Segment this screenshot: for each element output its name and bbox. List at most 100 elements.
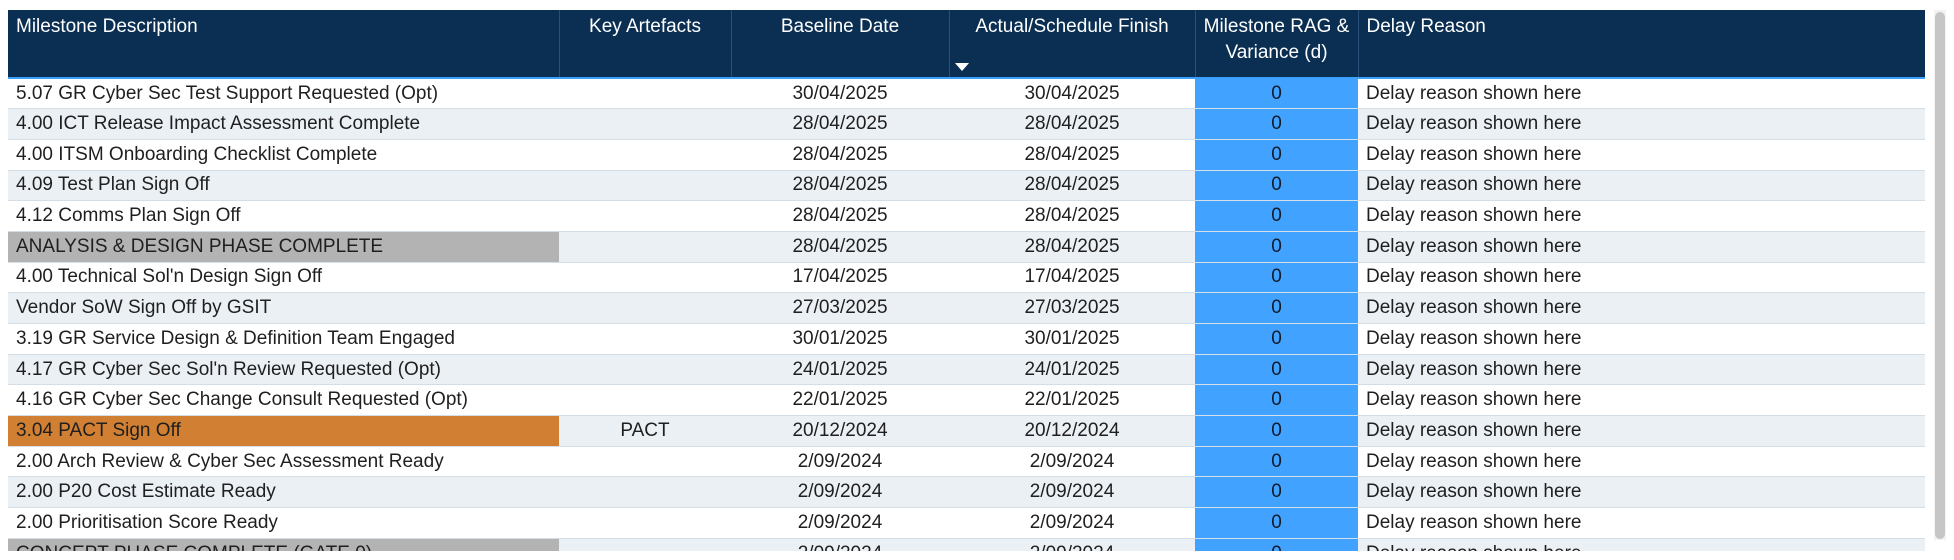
scrollbar-thumb[interactable] bbox=[1935, 12, 1945, 539]
header-artefacts-label: Key Artefacts bbox=[589, 16, 701, 37]
cell-rag-variance: 0 bbox=[1195, 292, 1358, 324]
cell-actual-schedule-finish: 20/12/2024 bbox=[949, 415, 1195, 447]
cell-delay-reason: Delay reason shown here bbox=[1358, 354, 1925, 386]
table-header: Milestone Description Key Artefacts Base… bbox=[8, 10, 1925, 78]
cell-milestone-description: 4.17 GR Cyber Sec Sol'n Review Requested… bbox=[8, 354, 559, 386]
cell-milestone-description: 4.00 ITSM Onboarding Checklist Complete bbox=[8, 139, 559, 171]
cell-rag-variance: 0 bbox=[1195, 78, 1358, 110]
cell-delay-reason: Delay reason shown here bbox=[1358, 446, 1925, 478]
cell-actual-schedule-finish: 28/04/2025 bbox=[949, 108, 1195, 140]
cell-actual-schedule-finish: 2/09/2024 bbox=[949, 476, 1195, 509]
cell-baseline-date: 2/09/2024 bbox=[731, 446, 949, 478]
header-delay-label: Delay Reason bbox=[1366, 16, 1486, 37]
cell-baseline-date: 28/04/2025 bbox=[731, 108, 949, 140]
cell-milestone-description: 3.19 GR Service Design & Definition Team… bbox=[8, 323, 559, 355]
cell-delay-reason: Delay reason shown here bbox=[1358, 476, 1925, 509]
cell-key-artefacts bbox=[559, 200, 731, 232]
cell-milestone-description: 4.00 Technical Sol'n Design Sign Off bbox=[8, 262, 559, 294]
header-baseline-date[interactable]: Baseline Date bbox=[731, 10, 950, 78]
cell-key-artefacts bbox=[559, 354, 731, 386]
cell-delay-reason: Delay reason shown here bbox=[1358, 108, 1925, 140]
table-row[interactable]: Vendor SoW Sign Off by GSIT 27/03/2025 27/… bbox=[8, 292, 1925, 324]
header-delay-reason[interactable]: Delay Reason bbox=[1358, 10, 1925, 78]
milestone-grid: Milestone Description Key Artefacts Base… bbox=[8, 10, 1925, 551]
header-actual-schedule-finish[interactable]: Actual/Schedule Finish bbox=[949, 10, 1196, 78]
cell-key-artefacts bbox=[559, 292, 731, 324]
cell-rag-variance: 0 bbox=[1195, 108, 1358, 140]
milestone-table: Milestone Description Key Artefacts Base… bbox=[8, 10, 1925, 551]
cell-baseline-date: 28/04/2025 bbox=[731, 231, 949, 263]
cell-actual-schedule-finish: 22/01/2025 bbox=[949, 384, 1195, 417]
cell-rag-variance: 0 bbox=[1195, 538, 1358, 551]
cell-baseline-date: 30/01/2025 bbox=[731, 323, 949, 355]
cell-actual-schedule-finish: 28/04/2025 bbox=[949, 170, 1195, 202]
cell-actual-schedule-finish: 2/09/2024 bbox=[949, 507, 1195, 539]
cell-baseline-date: 2/09/2024 bbox=[731, 507, 949, 539]
table-row[interactable]: 4.12 Comms Plan Sign Off 28/04/2025 28/04/… bbox=[8, 200, 1925, 232]
table-row[interactable]: 4.00 ITSM Onboarding Checklist Complete 2… bbox=[8, 139, 1925, 171]
header-key-artefacts[interactable]: Key Artefacts bbox=[559, 10, 732, 78]
header-milestone-label: Milestone Description bbox=[16, 16, 198, 37]
table-row[interactable]: 3.19 GR Service Design & Definition Team… bbox=[8, 323, 1925, 355]
cell-actual-schedule-finish: 28/04/2025 bbox=[949, 231, 1195, 263]
cell-rag-variance: 0 bbox=[1195, 231, 1358, 263]
cell-delay-reason: Delay reason shown here bbox=[1358, 231, 1925, 263]
cell-key-artefacts bbox=[559, 507, 731, 539]
cell-milestone-description: 5.07 GR Cyber Sec Test Support Requested… bbox=[8, 78, 559, 110]
table-row[interactable]: 5.07 GR Cyber Sec Test Support Requested… bbox=[8, 78, 1925, 110]
header-milestone-description[interactable]: Milestone Description bbox=[8, 10, 560, 78]
cell-delay-reason: Delay reason shown here bbox=[1358, 384, 1925, 417]
cell-milestone-description: 4.12 Comms Plan Sign Off bbox=[8, 200, 559, 232]
cell-rag-variance: 0 bbox=[1195, 323, 1358, 355]
cell-delay-reason: Delay reason shown here bbox=[1358, 538, 1925, 551]
cell-actual-schedule-finish: 2/09/2024 bbox=[949, 446, 1195, 478]
table-row[interactable]: 4.00 Technical Sol'n Design Sign Off 17/0… bbox=[8, 262, 1925, 294]
cell-actual-schedule-finish: 28/04/2025 bbox=[949, 139, 1195, 171]
cell-baseline-date: 2/09/2024 bbox=[731, 538, 949, 551]
table-row[interactable]: CONCEPT PHASE COMPLETE (GATE 0) 2/09/2024… bbox=[8, 538, 1925, 551]
cell-actual-schedule-finish: 30/04/2025 bbox=[949, 78, 1195, 110]
cell-delay-reason: Delay reason shown here bbox=[1358, 200, 1925, 232]
cell-key-artefacts bbox=[559, 231, 731, 263]
cell-rag-variance: 0 bbox=[1195, 262, 1358, 294]
table-row[interactable]: 4.17 GR Cyber Sec Sol'n Review Requested… bbox=[8, 354, 1925, 386]
cell-rag-variance: 0 bbox=[1195, 139, 1358, 171]
table-row[interactable]: 2.00 P20 Cost Estimate Ready 2/09/2024 2/0… bbox=[8, 476, 1925, 509]
cell-delay-reason: Delay reason shown here bbox=[1358, 507, 1925, 539]
cell-key-artefacts: PACT bbox=[559, 415, 731, 447]
cell-delay-reason: Delay reason shown here bbox=[1358, 415, 1925, 447]
header-milestone-rag-variance[interactable]: Milestone RAG & Variance (d) bbox=[1195, 10, 1359, 78]
cell-milestone-description: 4.00 ICT Release Impact Assessment Compl… bbox=[8, 108, 559, 140]
cell-key-artefacts bbox=[559, 384, 731, 417]
cell-milestone-description: 2.00 Prioritisation Score Ready bbox=[8, 507, 559, 539]
sort-descending-icon[interactable] bbox=[954, 63, 969, 71]
table-row[interactable]: 2.00 Prioritisation Score Ready 2/09/2024… bbox=[8, 507, 1925, 539]
cell-rag-variance: 0 bbox=[1195, 200, 1358, 232]
table-row[interactable]: 4.16 GR Cyber Sec Change Consult Request… bbox=[8, 384, 1925, 417]
cell-key-artefacts bbox=[559, 323, 731, 355]
table-row[interactable]: 3.04 PACT Sign Off PACT 20/12/2024 20/12/20… bbox=[8, 415, 1925, 447]
cell-milestone-description: 4.09 Test Plan Sign Off bbox=[8, 170, 559, 202]
table-row[interactable]: ANALYSIS & DESIGN PHASE COMPLETE 28/04/20… bbox=[8, 231, 1925, 263]
cell-milestone-description: 2.00 P20 Cost Estimate Ready bbox=[8, 476, 559, 509]
header-actual-label: Actual/Schedule Finish bbox=[975, 16, 1169, 37]
header-variance-label: Milestone RAG & Variance (d) bbox=[1203, 16, 1350, 63]
cell-delay-reason: Delay reason shown here bbox=[1358, 78, 1925, 110]
table-row[interactable]: 4.00 ICT Release Impact Assessment Compl… bbox=[8, 108, 1925, 140]
cell-key-artefacts bbox=[559, 170, 731, 202]
table-row[interactable]: 4.09 Test Plan Sign Off 28/04/2025 28/04/2… bbox=[8, 170, 1925, 202]
cell-key-artefacts bbox=[559, 538, 731, 551]
cell-baseline-date: 28/04/2025 bbox=[731, 170, 949, 202]
table-row[interactable]: 2.00 Arch Review & Cyber Sec Assessment … bbox=[8, 446, 1925, 478]
vertical-scrollbar[interactable] bbox=[1934, 10, 1946, 540]
cell-baseline-date: 27/03/2025 bbox=[731, 292, 949, 324]
cell-key-artefacts bbox=[559, 476, 731, 509]
cell-milestone-description: 3.04 PACT Sign Off bbox=[8, 415, 559, 447]
cell-actual-schedule-finish: 27/03/2025 bbox=[949, 292, 1195, 324]
cell-key-artefacts bbox=[559, 446, 731, 478]
cell-baseline-date: 30/04/2025 bbox=[731, 78, 949, 110]
cell-baseline-date: 17/04/2025 bbox=[731, 262, 949, 294]
cell-delay-reason: Delay reason shown here bbox=[1358, 139, 1925, 171]
cell-key-artefacts bbox=[559, 139, 731, 171]
cell-delay-reason: Delay reason shown here bbox=[1358, 292, 1925, 324]
